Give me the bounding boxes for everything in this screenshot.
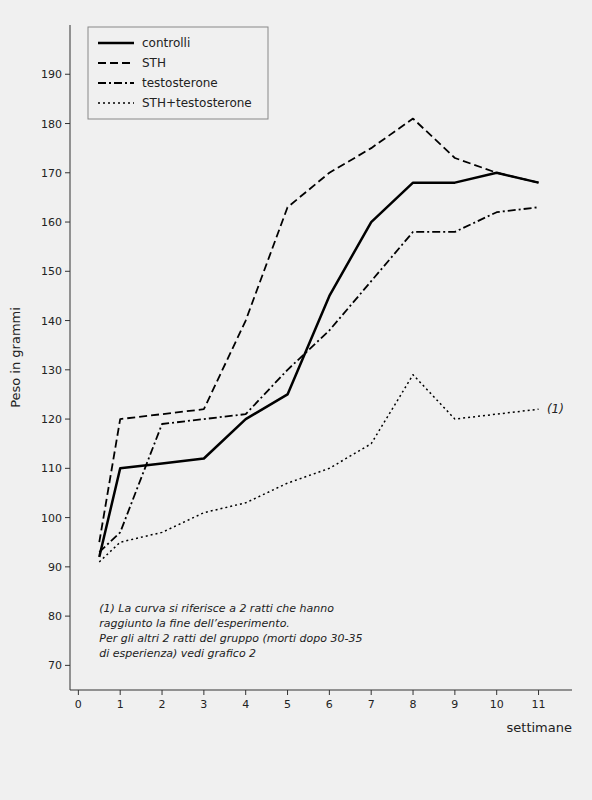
x-tick — [329, 690, 330, 695]
x-tick-label: 3 — [200, 698, 207, 711]
y-tick — [65, 369, 70, 370]
footnote: (1) La curva si riferisce a 2 ratti che … — [99, 602, 334, 615]
y-tick-label: 90 — [48, 561, 62, 574]
y-tick-label: 130 — [41, 364, 62, 377]
y-tick-label: 110 — [41, 462, 62, 475]
annotation: (1) — [547, 402, 564, 416]
legend-label: testosterone — [142, 76, 218, 90]
x-tick — [538, 690, 539, 695]
x-tick-label: 2 — [159, 698, 166, 711]
x-tick-label: 11 — [532, 698, 546, 711]
series-line — [99, 375, 538, 562]
series-line — [99, 173, 538, 557]
x-tick — [78, 690, 79, 695]
x-tick — [245, 690, 246, 695]
y-tick — [65, 74, 70, 75]
y-tick-label: 120 — [41, 413, 62, 426]
footnote: Per gli altri 2 ratti del gruppo (morti … — [99, 632, 362, 645]
y-tick-label: 150 — [41, 265, 62, 278]
x-tick — [454, 690, 455, 695]
y-tick-label: 160 — [41, 216, 62, 229]
x-tick-label: 0 — [75, 698, 82, 711]
y-tick-label: 190 — [41, 68, 62, 81]
y-tick — [65, 665, 70, 666]
y-tick — [65, 320, 70, 321]
x-tick-label: 7 — [368, 698, 375, 711]
y-tick-label: 170 — [41, 167, 62, 180]
series-line — [99, 119, 538, 543]
x-tick — [120, 690, 121, 695]
x-tick-label: 1 — [117, 698, 124, 711]
legend-swatch — [98, 102, 134, 104]
x-tick-label: 4 — [242, 698, 249, 711]
y-tick — [65, 419, 70, 420]
legend-swatch — [98, 62, 134, 64]
x-tick — [287, 690, 288, 695]
y-tick-label: 80 — [48, 610, 62, 623]
y-tick — [65, 566, 70, 567]
y-tick-label: 70 — [48, 659, 62, 672]
x-tick — [371, 690, 372, 695]
y-tick — [65, 468, 70, 469]
y-tick — [65, 172, 70, 173]
x-tick — [413, 690, 414, 695]
legend-label: STH+testosterone — [142, 96, 252, 110]
y-axis-label: Peso in grammi — [8, 307, 23, 408]
x-tick-label: 8 — [410, 698, 417, 711]
x-tick-label: 5 — [284, 698, 291, 711]
legend-swatch — [98, 42, 134, 45]
legend-label: controlli — [142, 36, 190, 50]
y-axis — [70, 25, 71, 690]
legend: controlli STH testosterone STH+testosterone — [88, 27, 268, 119]
chart: 70 80 90 100 110 120 130 140 150 160 170 180 190 0 1 2 3… — [0, 0, 592, 800]
x-tick-label: 9 — [451, 698, 458, 711]
y-tick-label: 180 — [41, 118, 62, 131]
x-tick-label: 6 — [326, 698, 333, 711]
y-tick-label: 140 — [41, 315, 62, 328]
legend-swatch — [98, 82, 134, 84]
x-axis-label: settimane — [507, 720, 572, 735]
series-line — [99, 207, 538, 552]
legend-label: STH — [142, 56, 166, 70]
footnote: raggiunto la fine dell’esperimento. — [99, 617, 290, 630]
footnote: di esperienza) vedi grafico 2 — [99, 647, 256, 660]
y-tick — [65, 616, 70, 617]
x-tick-label: 10 — [490, 698, 504, 711]
background — [0, 0, 592, 800]
y-tick — [65, 271, 70, 272]
y-tick-label: 100 — [41, 512, 62, 525]
x-tick — [203, 690, 204, 695]
x-tick — [496, 690, 497, 695]
plot-area — [99, 119, 538, 562]
y-tick — [65, 222, 70, 223]
y-tick — [65, 517, 70, 518]
legend-box — [88, 27, 268, 119]
x-tick — [162, 690, 163, 695]
y-tick — [65, 123, 70, 124]
